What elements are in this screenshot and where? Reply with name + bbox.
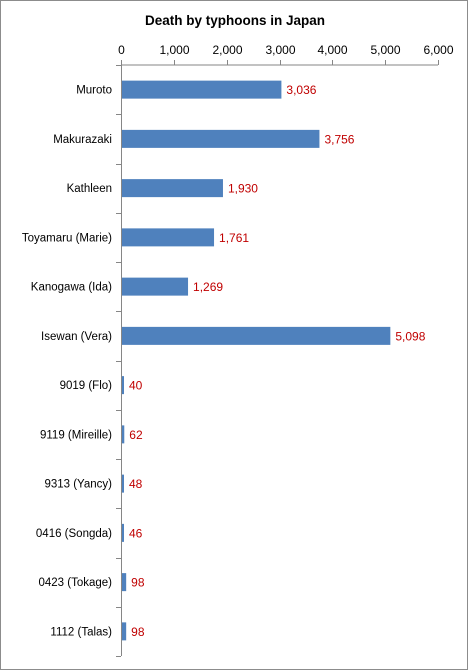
data-label: 1,761: [219, 231, 249, 245]
category-label: Kanogawa (Ida): [31, 282, 112, 294]
bar: [122, 277, 189, 296]
bar: [122, 376, 124, 395]
bar: [122, 573, 127, 592]
category-label: Kathleen: [67, 183, 112, 195]
bar: [122, 179, 223, 198]
category-label: Toyamaru (Marie): [22, 232, 112, 244]
category-label: 9313 (Yancy): [44, 479, 112, 491]
bar: [122, 80, 282, 99]
y-axis: [116, 65, 122, 657]
bar: [122, 523, 124, 542]
x-tick-label: 0: [118, 43, 125, 57]
x-tick-label: 5,000: [370, 43, 400, 57]
data-label: 98: [131, 625, 145, 639]
category-label: Makurazaki: [53, 134, 112, 146]
bars: [122, 80, 391, 641]
data-label: 1,269: [193, 280, 223, 294]
x-tick-label: 1,000: [159, 43, 189, 57]
category-label: 9019 (Flo): [60, 380, 113, 392]
data-label: 46: [129, 526, 143, 540]
category-labels: Muroto Makurazaki Kathleen Toyamaru (Marie)…: [22, 85, 112, 639]
data-label: 5,098: [395, 329, 425, 343]
x-tick-label: 6,000: [423, 43, 453, 57]
data-label: 3,036: [286, 83, 316, 97]
data-label: 62: [129, 428, 143, 442]
category-label: Muroto: [76, 85, 112, 97]
x-tick-label: 3,000: [265, 43, 295, 57]
bar: [122, 425, 125, 444]
data-label: 48: [129, 477, 143, 491]
value-labels: 3,036 3,756 1,930 1,761 1,269 5,098 40 62 48 46 98…: [129, 83, 426, 639]
category-label: Isewan (Vera): [41, 331, 112, 343]
category-label: 1112 (Talas): [50, 626, 112, 638]
bar: [122, 326, 391, 345]
category-label: 9119 (Mireille): [40, 429, 112, 441]
data-label: 1,930: [228, 182, 258, 196]
x-tick-label: 2,000: [212, 43, 242, 57]
x-axis: 0 1,000 2,000 3,000 4,000 5,000 6,000: [118, 43, 454, 66]
category-label: 0416 (Songda): [36, 528, 112, 540]
x-tick-label: 4,000: [317, 43, 347, 57]
bar: [122, 129, 320, 148]
data-label: 98: [131, 576, 145, 590]
bar: [122, 474, 124, 493]
chart-title: Death by typhoons in Japan: [145, 13, 325, 28]
bar: [122, 228, 215, 247]
data-label: 40: [129, 379, 143, 393]
category-label: 0423 (Tokage): [38, 577, 112, 589]
data-label: 3,756: [324, 132, 354, 146]
bar: [122, 622, 127, 641]
